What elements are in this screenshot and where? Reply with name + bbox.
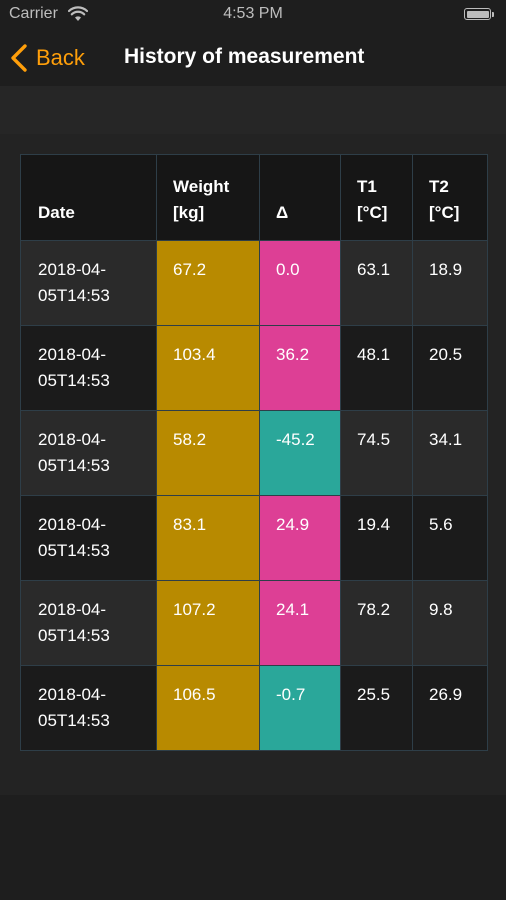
cell-delta: 24.1: [259, 580, 341, 666]
cell-weight: 107.2: [156, 580, 260, 666]
cell-delta: 0.0: [259, 240, 341, 326]
cell-t2: 34.1: [412, 410, 488, 496]
table-row: 2018-04- 05T14:53 83.1 24.9 19.4 5.6: [20, 495, 488, 581]
back-label: Back: [36, 45, 85, 70]
cell-t2: 18.9: [412, 240, 488, 326]
header-t2: T2 [°C]: [412, 154, 488, 241]
cell-t1: 48.1: [340, 325, 413, 411]
cell-date: 2018-04- 05T14:53: [20, 495, 157, 581]
back-button[interactable]: Back: [10, 42, 85, 74]
table-row: 2018-04- 05T14:53 107.2 24.1 78.2 9.8: [20, 580, 488, 666]
navigation-bar: Back History of measurement: [0, 30, 506, 86]
content-area: Date Weight [kg] Δ T1 [°C] T2 [°C] 2018-04-…: [0, 134, 506, 795]
cell-date: 2018-04- 05T14:53: [20, 325, 157, 411]
cell-t2: 26.9: [412, 665, 488, 751]
status-time: 4:53 PM: [223, 5, 283, 22]
header-t1: T1 [°C]: [340, 154, 413, 241]
cell-t1: 78.2: [340, 580, 413, 666]
cell-weight: 103.4: [156, 325, 260, 411]
cell-t2: 5.6: [412, 495, 488, 581]
cell-t1: 63.1: [340, 240, 413, 326]
measurement-table: Date Weight [kg] Δ T1 [°C] T2 [°C] 2018-04-…: [20, 154, 488, 751]
cell-weight: 58.2: [156, 410, 260, 496]
header-date: Date: [20, 154, 157, 241]
table-row: 2018-04- 05T14:53 58.2 -45.2 74.5 34.1: [20, 410, 488, 496]
table-row: 2018-04- 05T14:53 67.2 0.0 63.1 18.9: [20, 240, 488, 326]
table-header-row: Date Weight [kg] Δ T1 [°C] T2 [°C]: [20, 154, 488, 241]
cell-date: 2018-04- 05T14:53: [20, 580, 157, 666]
cell-weight: 83.1: [156, 495, 260, 581]
header-delta: Δ: [259, 154, 341, 241]
chevron-left-icon: [11, 44, 27, 72]
cell-t2: 20.5: [412, 325, 488, 411]
cell-weight: 67.2: [156, 240, 260, 326]
cell-delta: -0.7: [259, 665, 341, 751]
header-weight: Weight [kg]: [156, 154, 260, 241]
cell-weight: 106.5: [156, 665, 260, 751]
status-bar: Carrier 4:53 PM: [0, 0, 506, 30]
page-title: History of measurement: [124, 45, 365, 68]
cell-t1: 25.5: [340, 665, 413, 751]
bottom-area: [0, 795, 506, 900]
cell-date: 2018-04- 05T14:53: [20, 665, 157, 751]
cell-date: 2018-04- 05T14:53: [20, 410, 157, 496]
wifi-icon: [68, 6, 88, 21]
table-row: 2018-04- 05T14:53 106.5 -0.7 25.5 26.9: [20, 665, 488, 751]
header-band: [0, 86, 506, 134]
cell-t1: 19.4: [340, 495, 413, 581]
cell-t2: 9.8: [412, 580, 488, 666]
battery-icon: [464, 8, 494, 20]
cell-date: 2018-04- 05T14:53: [20, 240, 157, 326]
cell-delta: 36.2: [259, 325, 341, 411]
cell-delta: 24.9: [259, 495, 341, 581]
table-row: 2018-04- 05T14:53 103.4 36.2 48.1 20.5: [20, 325, 488, 411]
measurement-table-container: Date Weight [kg] Δ T1 [°C] T2 [°C] 2018-04-…: [20, 154, 488, 751]
cell-delta: -45.2: [259, 410, 341, 496]
carrier-label: Carrier: [9, 5, 58, 22]
cell-t1: 74.5: [340, 410, 413, 496]
